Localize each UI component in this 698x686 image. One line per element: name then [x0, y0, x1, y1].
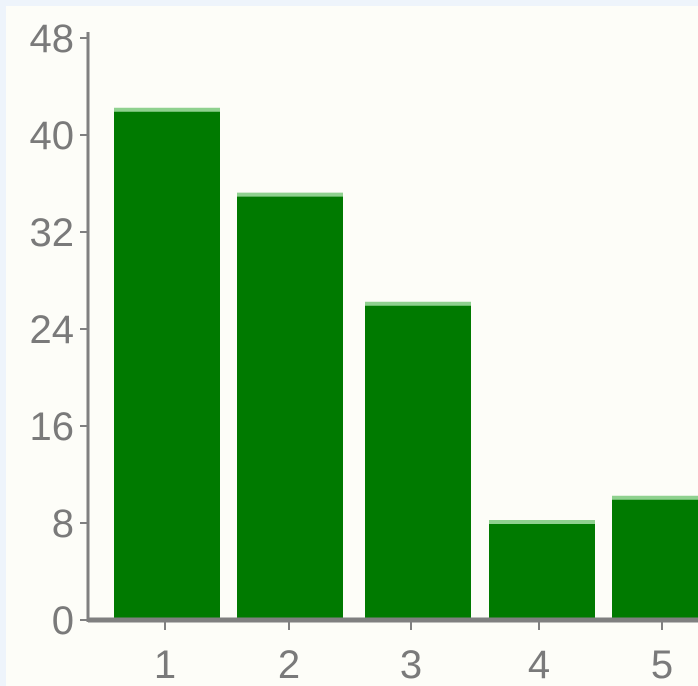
bar-3: [365, 304, 471, 620]
y-tick-label-0: 0: [52, 599, 74, 643]
y-tick-label-40: 40: [30, 114, 75, 158]
bar-1: [114, 110, 220, 620]
bar-top-highlight-1: [114, 107, 220, 112]
bar-top-highlight-4: [489, 520, 595, 524]
x-tick-label-3: 3: [400, 643, 422, 686]
x-tick-label-2: 2: [278, 643, 300, 686]
x-tick-label-4: 4: [528, 643, 550, 686]
bar-2: [237, 195, 343, 620]
x-tick-label-1: 1: [154, 643, 176, 686]
y-tick-label-8: 8: [52, 502, 74, 546]
y-tick-label-24: 24: [30, 308, 75, 352]
bar-top-highlight-5: [612, 495, 698, 500]
bar-top-highlight-2: [237, 192, 343, 197]
y-tick-label-48: 48: [30, 17, 75, 61]
bar-5: [612, 498, 698, 620]
x-tick-label-5: 5: [651, 643, 673, 686]
bar-4: [489, 523, 595, 620]
bar-top-highlight-3: [365, 301, 471, 306]
y-tick-label-16: 16: [30, 405, 75, 449]
y-tick-label-32: 32: [30, 211, 75, 255]
